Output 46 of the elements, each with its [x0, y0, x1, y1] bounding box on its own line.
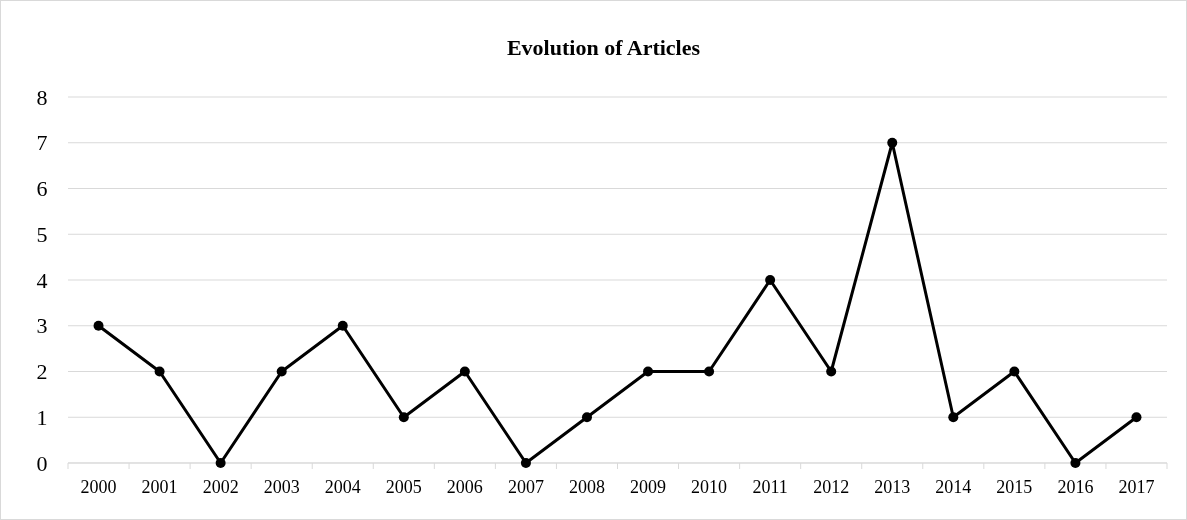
point [520, 458, 531, 468]
y-tick-label: 6 [36, 176, 48, 202]
y-tick-label: 0 [36, 450, 48, 476]
x-tick-label: 2000 [80, 477, 117, 497]
point [643, 366, 654, 377]
x-tick-label: 2005 [385, 477, 422, 497]
x-tick-label: 2011 [752, 477, 788, 497]
point [704, 366, 715, 377]
x-tick-label: 2004 [324, 477, 361, 497]
point [93, 320, 104, 331]
point [948, 412, 959, 423]
point [581, 412, 592, 423]
x-tick-label: 2010 [691, 477, 728, 497]
y-tick-label: 7 [36, 130, 48, 156]
y-tick-label: 1 [36, 404, 48, 430]
point [215, 458, 226, 468]
point [1009, 366, 1020, 377]
point [1131, 412, 1142, 423]
x-tick-label: 2003 [263, 477, 300, 497]
y-tick-label: 3 [36, 313, 48, 339]
y-tick-label: 8 [36, 84, 48, 110]
point [826, 366, 837, 377]
x-tick-label: 2001 [141, 477, 178, 497]
x-tick-label: 2012 [813, 477, 850, 497]
x-tick-label: 2009 [630, 477, 667, 497]
x-tick-label: 2016 [1057, 477, 1094, 497]
y-tick-label: 5 [36, 221, 48, 247]
point [887, 137, 898, 148]
point [765, 275, 776, 285]
x-tick-label: 2013 [874, 477, 911, 497]
x-tick-label: 2002 [202, 477, 239, 497]
point [459, 366, 470, 377]
x-tick-label: 2014 [935, 477, 972, 497]
y-tick-label: 2 [36, 359, 48, 385]
point [337, 320, 348, 331]
point [1070, 458, 1081, 468]
x-tick-label: 2006 [446, 477, 483, 497]
point [154, 366, 165, 377]
x-tick-label: 2008 [568, 477, 605, 497]
point [276, 366, 287, 377]
y-tick-label: 4 [36, 267, 48, 293]
x-tick-label: 2007 [507, 477, 544, 497]
x-tick-label: 2017 [1118, 477, 1155, 497]
x-tick-label: 2015 [996, 477, 1033, 497]
point [398, 412, 409, 423]
chart-title: Evolution of Articles [506, 35, 701, 60]
